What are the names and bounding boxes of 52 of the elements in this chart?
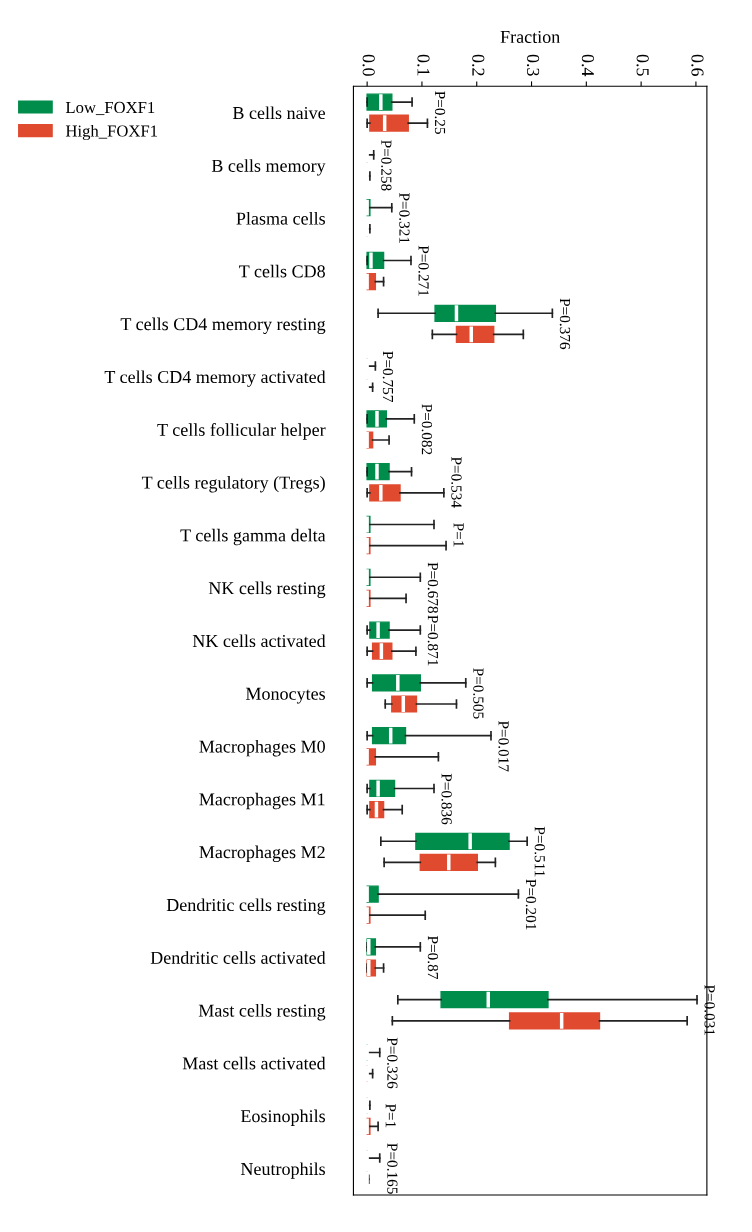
y-tick-label: Dendritic cells activated: [150, 951, 326, 964]
y-tick-label: T cells follicular helper: [157, 423, 326, 440]
annotation: P=0.258: [381, 140, 392, 191]
y-tick-label: T cells regulatory (Tregs): [141, 475, 325, 493]
annotation: P=0.678: [427, 562, 439, 613]
x-tick-label: 0.2: [472, 54, 485, 76]
annotation: P=0.031: [704, 984, 715, 1036]
annotation: P=0.25: [434, 91, 446, 134]
annotation: P=0.082: [421, 404, 433, 455]
y-tick-label: B cells naive: [232, 106, 326, 120]
annotation: P=0.871: [427, 615, 439, 666]
annotation: P=0.017: [498, 720, 509, 772]
y-tick-label: Mast cells resting: [198, 1003, 326, 1021]
annotation: P=0.505: [473, 668, 484, 719]
annotation: P=0.757: [382, 351, 394, 402]
annotation: P=0.511: [534, 826, 545, 877]
y-tick-label: Macrophages M1: [199, 792, 325, 810]
annotation: P=0.534: [451, 456, 462, 508]
annotation: P=0.321: [399, 192, 410, 244]
annotation: P=0.87: [427, 935, 439, 979]
x-tick-label: 0.6: [691, 54, 704, 76]
y-tick-label: Eosinophils: [240, 1109, 326, 1126]
annotation: P=0.836: [441, 773, 452, 825]
annotation: P=0.271: [418, 245, 429, 296]
x-axis-title: Fraction: [500, 30, 560, 44]
y-tick-label: T cells gamma delta: [180, 528, 326, 546]
y-tick-label: Plasma cells: [236, 211, 325, 225]
y-tick-label: NK cells activated: [192, 634, 326, 648]
legend-label: High_FOXF1: [65, 124, 158, 141]
x-tick-label: 0.4: [581, 54, 594, 77]
y-tick-label: Macrophages M2: [199, 845, 325, 862]
legend-label: Low_FOXF1: [65, 101, 155, 116]
x-tick-label: 0.3: [526, 54, 540, 76]
y-tick-label: T cells CD4 memory resting: [120, 317, 326, 334]
y-tick-label: T cells CD8: [239, 264, 325, 278]
y-tick-label: Mast cells activated: [182, 1056, 326, 1070]
y-tick-label: B cells memory: [211, 159, 326, 176]
y-tick-label: Neutrophils: [240, 1162, 326, 1179]
x-tick-label: 0.1: [417, 54, 430, 76]
annotation: P=0.201: [525, 879, 537, 930]
annotation: P=0.165: [387, 1143, 398, 1194]
y-tick-label: Monocytes: [245, 687, 325, 704]
annotation: P=1: [453, 523, 464, 547]
y-tick-label: NK cells resting: [208, 581, 326, 598]
x-tick-label: 0.0: [362, 54, 375, 76]
annotation: P=0.326: [387, 1037, 398, 1089]
y-tick-label: T cells CD4 memory activated: [104, 370, 326, 387]
y-tick-label: Macrophages M0: [199, 739, 325, 757]
annotation: P=0.376: [559, 298, 571, 350]
annotation: P=1: [385, 1103, 396, 1128]
y-tick-label: Dendritic cells resting: [166, 898, 326, 915]
x-tick-label: 0.5: [636, 54, 649, 76]
